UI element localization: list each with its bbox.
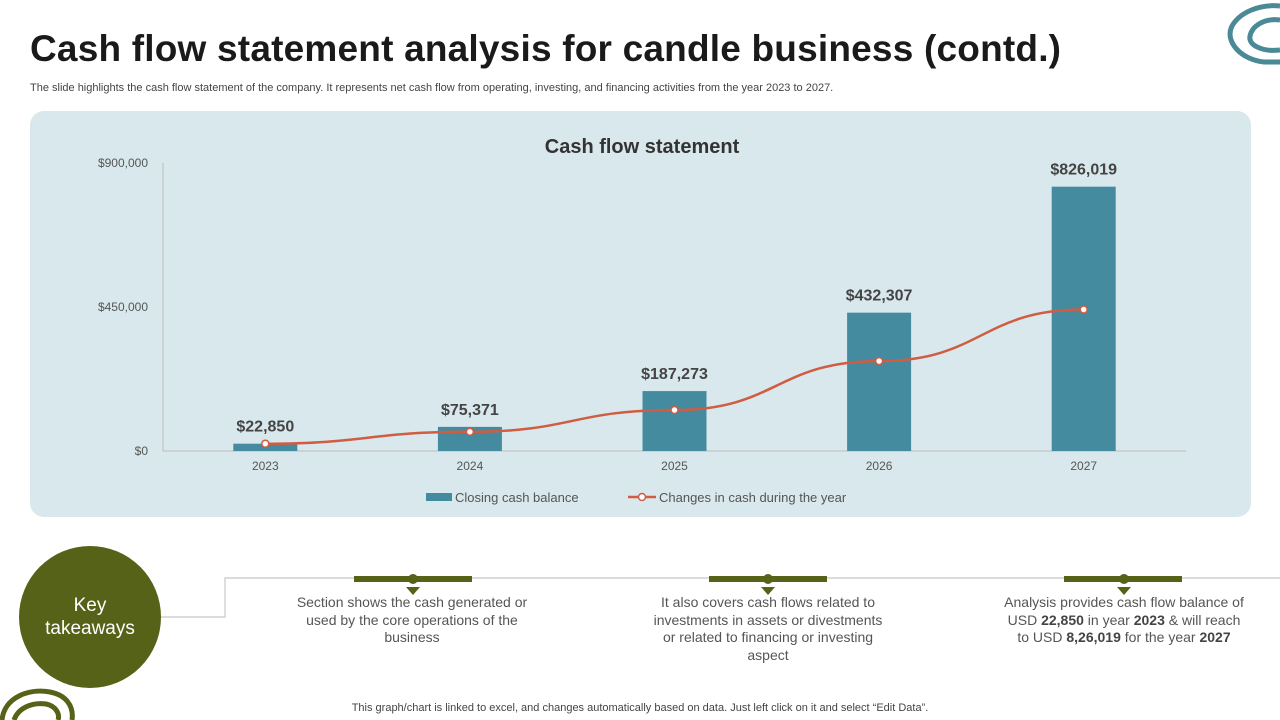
takeaway-3-bold1: 22,850 <box>1041 611 1084 628</box>
takeaway-3-part2: in year <box>1083 611 1134 628</box>
takeaway-3-bold3: 8,26,019 <box>1066 629 1121 645</box>
bar-closing-cash-balance <box>1051 186 1116 451</box>
bar-data-label: $75,371 <box>441 402 499 419</box>
footer-note: This graph/chart is linked to excel, and… <box>351 702 929 714</box>
takeaway-2-text: It also covers cash flows related to inv… <box>653 594 883 663</box>
x-tick-label: 2025 <box>661 459 688 473</box>
x-tick-label: 2023 <box>252 459 279 473</box>
legend-swatch-closing-cash-balance <box>426 493 452 501</box>
line-point-changes-in-cash <box>261 439 270 448</box>
bar-data-label: $826,019 <box>1050 162 1117 179</box>
y-tick-label: $450,000 <box>98 300 148 314</box>
takeaway-2: It also covers cash flows related to inv… <box>648 576 888 664</box>
x-tick-label: 2024 <box>457 459 484 473</box>
x-tick-label: 2027 <box>1070 459 1097 473</box>
swirl-decoration-top <box>1227 3 1280 65</box>
key-takeaways-badge: Key takeaways <box>19 546 161 688</box>
cash-flow-chart: Cash flow statement $0 $450,000 $900,000 $… <box>98 136 1186 505</box>
line-point-changes-in-cash <box>874 356 884 366</box>
takeaway-3-bold4: 2027 <box>1199 629 1231 645</box>
y-tick-label: $0 <box>135 444 149 458</box>
swirl-decoration-bottom <box>0 688 75 720</box>
bar-data-label: $22,850 <box>236 419 294 436</box>
legend-label-closing-cash-balance: Closing cash balance <box>455 490 579 505</box>
chart-panel: Cash flow statement $0 $450,000 $900,000 $… <box>30 111 1251 517</box>
takeaway-3-accent-bar <box>1064 576 1182 582</box>
key-takeaways-line1: Key <box>73 595 107 616</box>
legend-marker-changes-in-cash <box>637 492 647 502</box>
bar-data-label: $432,307 <box>846 288 913 305</box>
bar-data-label: $187,273 <box>641 366 708 383</box>
legend-label-changes-in-cash: Changes in cash during the year <box>659 490 847 505</box>
bar-closing-cash-balance <box>642 391 707 451</box>
takeaway-3-text: Analysis provides cash flow balance of U… <box>1004 594 1244 645</box>
takeaway-2-accent-bar <box>709 576 827 582</box>
takeaway-1-text: Section shows the cash generated or used… <box>296 594 528 645</box>
line-point-changes-in-cash <box>670 405 679 415</box>
page-subtitle: The slide highlights the cash flow state… <box>30 82 834 94</box>
takeaway-1: Section shows the cash generated or used… <box>292 576 532 647</box>
key-takeaways-line2: takeaways <box>45 618 135 639</box>
takeaway-1-accent-bar <box>354 576 472 582</box>
line-point-changes-in-cash <box>465 427 475 437</box>
takeaway-3-part3: & will reach to USD <box>1017 611 1241 646</box>
bar-closing-cash-balance <box>847 312 912 451</box>
takeaway-3-part1: Analysis provides cash flow balance of U… <box>1004 594 1244 628</box>
takeaway-3: Analysis provides cash flow balance of U… <box>1004 576 1244 647</box>
x-tick-label: 2026 <box>866 459 893 473</box>
page-title: Cash flow statement analysis for candle … <box>30 28 1062 69</box>
takeaway-3-part4: for the year <box>1120 629 1200 645</box>
chart-title: Cash flow statement <box>545 136 740 158</box>
takeaway-3-bold2: 2023 <box>1133 611 1165 628</box>
y-tick-label: $900,000 <box>98 156 148 170</box>
line-point-changes-in-cash <box>1079 305 1088 314</box>
